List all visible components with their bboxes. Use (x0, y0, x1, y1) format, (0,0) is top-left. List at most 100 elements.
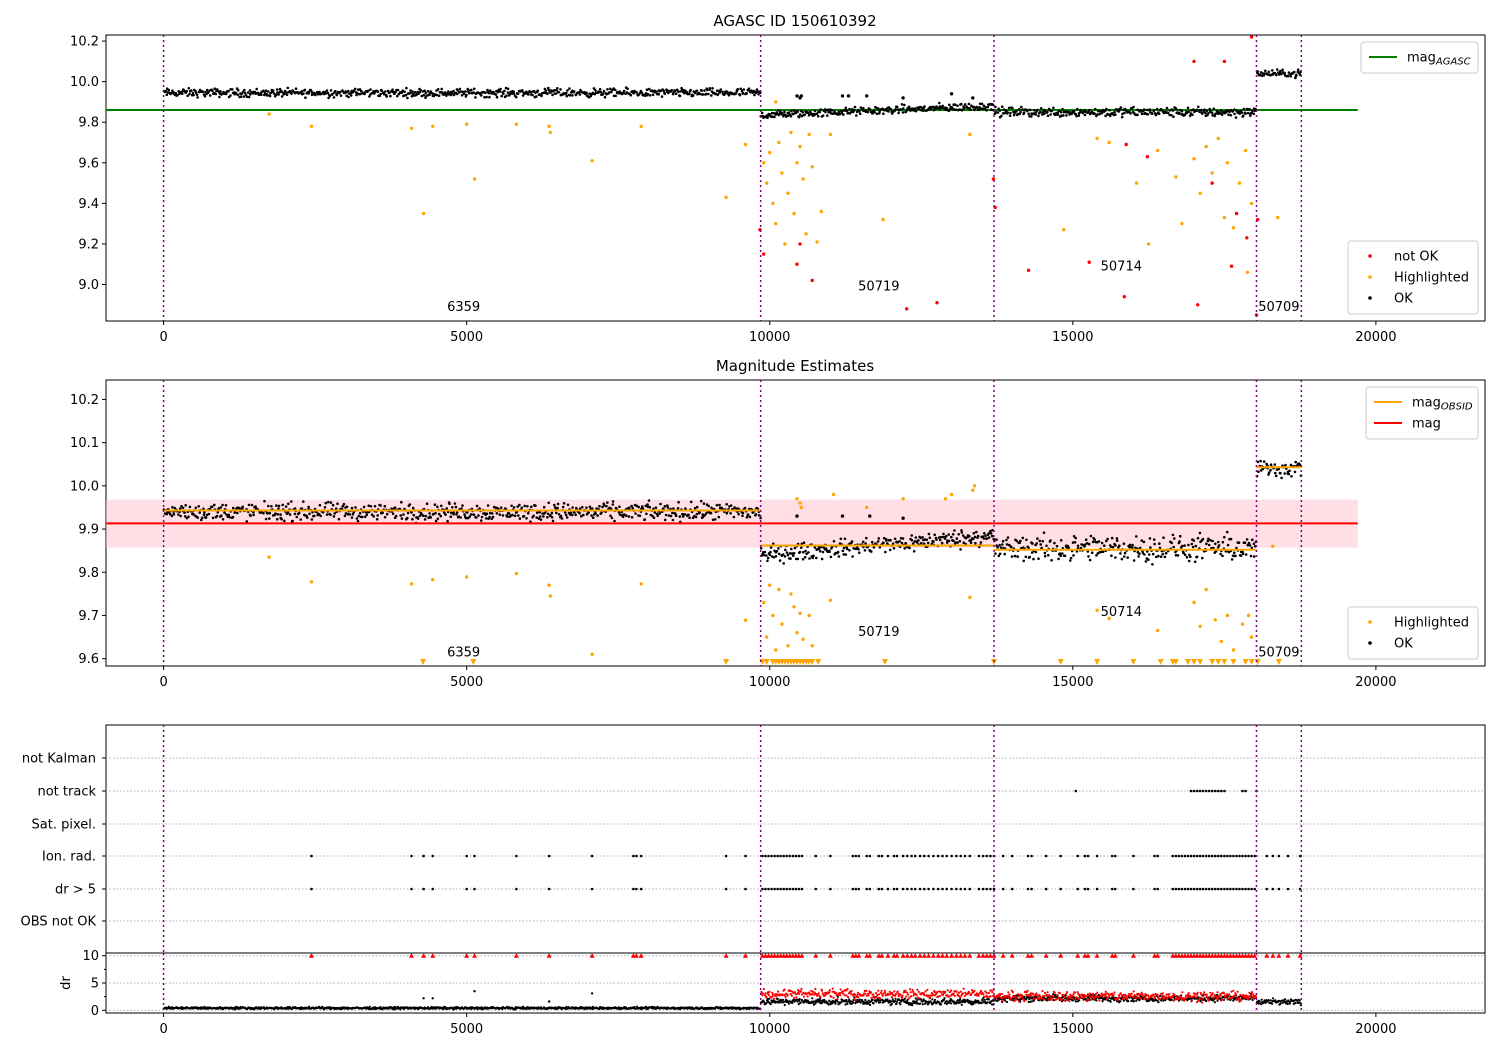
p1-ok-point (727, 93, 731, 97)
p3-flag-point (901, 887, 905, 891)
p2-ok-point (520, 506, 524, 510)
p2-ok-point (1047, 553, 1050, 557)
p2-ok-point (840, 514, 845, 518)
p2-ok-point (224, 504, 228, 507)
p2-ok-point (498, 513, 502, 516)
p2-xtick-label: 5000 (450, 675, 483, 690)
p2-ok-point (990, 534, 994, 538)
p2-ok-point (440, 504, 443, 508)
p3-flag-point (829, 887, 832, 891)
p2-ok-point (1118, 544, 1121, 547)
p3-flag-point (829, 854, 832, 858)
p2-ok-point (953, 529, 956, 532)
p2-ok-point (1140, 539, 1143, 542)
p2-ok-point (1154, 555, 1158, 559)
p1-ok-point (1212, 107, 1216, 110)
p2-ok-point (578, 512, 581, 515)
p1-ok-point (1088, 108, 1091, 112)
p2-ok-point (837, 555, 841, 558)
p2-ok-point (704, 512, 708, 515)
p2-ok-point (1080, 543, 1083, 546)
p1-ok-point (1240, 111, 1244, 114)
p1-ok-point (335, 93, 339, 97)
p1-ok-point (734, 92, 738, 95)
p1-ok-point (1210, 111, 1214, 114)
p2-ok-point (972, 537, 975, 541)
p2-ok-point (1239, 554, 1243, 557)
p1-ok-point (819, 108, 823, 111)
p2-highlighted-point (789, 592, 793, 596)
p2-ok-point (318, 503, 322, 507)
p2-ok-point (1230, 558, 1234, 561)
p1-ok-point (396, 88, 400, 92)
p2-highlighted-point (547, 583, 551, 587)
p4-ok-dr-point (565, 1005, 568, 1009)
p2-ok-point (688, 516, 691, 520)
p2-ok-point (1267, 473, 1270, 476)
p2-clipped-marker (1191, 659, 1198, 665)
p2-ok-point (1151, 563, 1154, 566)
p1-ok-point (842, 113, 845, 116)
p1-ok-point (675, 88, 679, 92)
p2-ok-point (960, 531, 964, 534)
p1-ok-point (1075, 114, 1078, 118)
p2-ok-point (972, 532, 976, 535)
p2-ok-point (1138, 546, 1142, 550)
p2-ok-point (653, 511, 657, 514)
p1-ok-point (192, 93, 195, 97)
p1-highlighted-point (795, 161, 799, 165)
p2-ok-point (1293, 470, 1297, 474)
p1-ok-point (473, 87, 476, 91)
p3-flag-point (877, 887, 881, 891)
p2-ok-point (772, 556, 776, 559)
p3-flag-point (1286, 887, 1290, 891)
p2-ok-point (381, 511, 384, 515)
p1-ok-point (622, 89, 626, 93)
p3-flag-point (1086, 887, 1090, 891)
p3-flag-point (886, 887, 890, 891)
p2-ok-point (968, 534, 971, 538)
p2-highlighted-point (901, 497, 905, 501)
p3-flag-point (892, 887, 896, 891)
p2-ok-point (789, 557, 792, 560)
p1-ok-point (218, 95, 221, 99)
p1-highlighted-point (309, 124, 314, 128)
p4-ok-dr-point (1151, 997, 1154, 1000)
p1-ok-point (281, 91, 284, 94)
p2-ok-point (425, 502, 429, 506)
p1-ok-point (1254, 107, 1257, 111)
p2-ok-point (1035, 542, 1038, 545)
p2-ok-point (1128, 543, 1132, 547)
p2-ok-point (518, 517, 522, 520)
p1-ok-point (1185, 111, 1189, 115)
p1-ok-point (789, 115, 793, 118)
p2-ok-point (276, 513, 280, 516)
p2-ok-point (1071, 541, 1075, 544)
panel-agasc-magnitude: 0 5000 10000 15000 200009.09.29.49.69.810.01… (70, 34, 1486, 345)
p4-ok-dr-point (768, 997, 771, 1000)
p4-ok-dr-point (834, 1002, 837, 1005)
p1-ok-point (1275, 73, 1278, 77)
p1-ok-point (262, 89, 265, 93)
p3-flag-point (1195, 789, 1199, 793)
p2-ok-point (1095, 554, 1098, 557)
p4-ok-dr-point (1205, 999, 1208, 1002)
p2-ok-point (1031, 542, 1034, 545)
p1-ok-point (346, 89, 350, 93)
p2-ok-point (757, 514, 761, 517)
p2-ok-point (590, 514, 593, 517)
p1-highlighted-point (1146, 242, 1151, 246)
p3-flag-point (1201, 854, 1205, 858)
p1-ok-point (409, 91, 412, 95)
p1-ytick-label: 9.4 (78, 197, 99, 212)
p3-flag-point (923, 854, 926, 858)
p4-ok-dr-point (655, 1007, 658, 1010)
p1-ok-point (329, 89, 333, 92)
p3-flag-point (927, 887, 930, 891)
p2-ok-point (1274, 474, 1278, 478)
p2-ok-point (1151, 552, 1155, 556)
p3-flag-point (936, 854, 940, 858)
p1-ok-point (1098, 112, 1101, 116)
p4-ok-dr-point (868, 1003, 872, 1007)
p2-ok-point (829, 555, 833, 559)
